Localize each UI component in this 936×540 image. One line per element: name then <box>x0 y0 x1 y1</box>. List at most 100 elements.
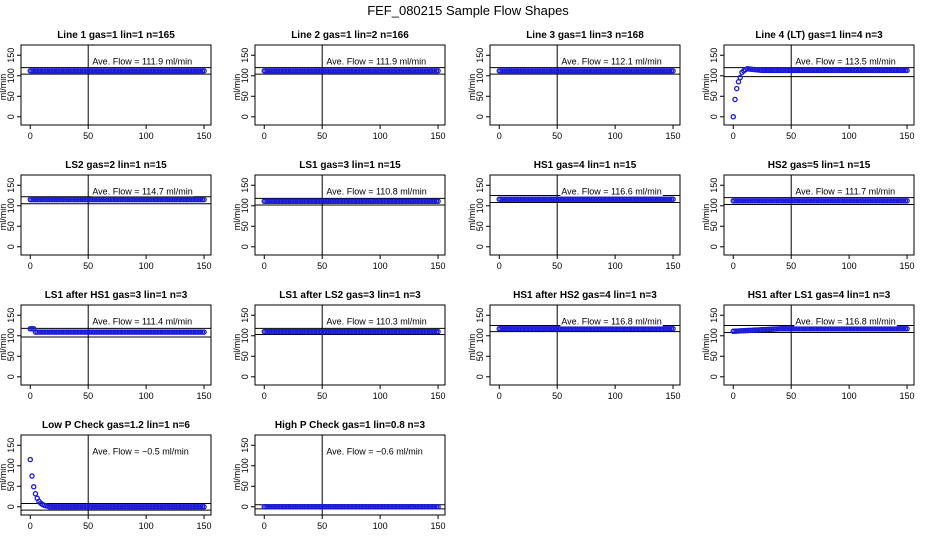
panel-title: Line 4 (LT) gas=1 lin=4 n=3 <box>755 30 883 41</box>
x-tick-label: 150 <box>900 131 915 141</box>
annotation-bg <box>325 185 428 197</box>
plot-frame <box>254 434 446 516</box>
y-tick-label: 0 <box>709 244 719 249</box>
y-tick-label: 0 <box>240 374 250 379</box>
avg-flow-annotation: Ave. Flow = 112.1 ml/min <box>561 56 661 66</box>
data-point <box>733 85 740 92</box>
y-tick-label: 100 <box>709 328 719 343</box>
x-tick-label: 50 <box>83 131 93 141</box>
y-tick-label: 50 <box>475 351 485 361</box>
x-tick-label: 100 <box>139 131 154 141</box>
panel-title: High P Check gas=1 lin=0.8 n=3 <box>275 420 426 431</box>
y-tick-label: 50 <box>240 481 250 491</box>
x-tick-label: 100 <box>373 261 388 271</box>
x-tick-label: 50 <box>83 521 93 531</box>
y-tick-label: 0 <box>6 504 16 509</box>
y-axis-label: ml/min <box>0 464 8 491</box>
x-tick-label: 0 <box>28 391 33 401</box>
x-tick-label: 50 <box>83 261 93 271</box>
plot-frame <box>20 434 212 516</box>
x-tick-label: 100 <box>139 521 154 531</box>
avg-flow-annotation: Ave. Flow = 116.8 ml/min <box>795 316 895 326</box>
x-tick-label: 150 <box>197 261 212 271</box>
y-tick-label: 150 <box>240 178 250 193</box>
y-tick-label: 0 <box>6 244 16 249</box>
y-tick-label: 150 <box>6 438 16 453</box>
y-tick-label: 150 <box>709 308 719 323</box>
avg-flow-annotation: Ave. Flow = −0.5 ml/min <box>92 446 188 456</box>
y-tick-label: 150 <box>475 48 485 63</box>
x-tick-label: 100 <box>608 391 623 401</box>
page-title: FEF_080215 Sample Flow Shapes <box>367 3 569 18</box>
x-tick-label: 50 <box>317 521 327 531</box>
x-tick-label: 100 <box>139 261 154 271</box>
data-point <box>30 484 37 490</box>
y-axis-label: ml/min <box>232 464 242 491</box>
data-point <box>201 504 207 510</box>
y-tick-label: 100 <box>475 198 485 213</box>
x-tick-label: 0 <box>262 521 267 531</box>
y-axis-label: ml/min <box>467 204 477 231</box>
plot-frame <box>254 174 446 256</box>
panel-title: HS1 gas=4 lin=1 n=15 <box>534 160 637 171</box>
y-tick-label: 50 <box>709 91 719 101</box>
x-tick-label: 50 <box>552 391 562 401</box>
panel-title: LS1 gas=3 lin=1 n=15 <box>299 160 401 171</box>
y-tick-label: 0 <box>709 114 719 119</box>
annotation-bg <box>325 55 428 67</box>
data-point <box>670 196 676 202</box>
x-tick-label: 0 <box>731 261 736 271</box>
x-tick-label: 150 <box>197 391 212 401</box>
data-point <box>737 74 743 81</box>
x-tick-label: 150 <box>431 521 446 531</box>
panel-title: HS1 after LS1 gas=4 lin=1 n=3 <box>748 290 891 301</box>
x-tick-label: 0 <box>497 261 502 271</box>
x-tick-label: 0 <box>497 131 502 141</box>
data-point <box>904 198 910 204</box>
plot-frame <box>254 44 446 126</box>
plot-frame <box>489 174 681 256</box>
annotation-bg <box>91 445 190 457</box>
annotation-bg <box>560 315 663 327</box>
y-axis-label: ml/min <box>232 204 242 231</box>
annotation-bg <box>560 55 663 67</box>
data-point <box>29 473 35 479</box>
avg-flow-annotation: Ave. Flow = 113.5 ml/min <box>795 56 895 66</box>
data-point <box>735 79 742 85</box>
y-tick-label: 50 <box>6 481 16 491</box>
x-tick-label: 150 <box>197 131 212 141</box>
data-point <box>435 504 441 510</box>
plot-frame <box>20 304 212 386</box>
y-axis-label: ml/min <box>232 74 242 101</box>
x-tick-label: 0 <box>731 131 736 141</box>
panel-title: LS2 gas=2 lin=1 n=15 <box>65 160 167 171</box>
x-tick-label: 0 <box>262 131 267 141</box>
data-point <box>435 68 441 74</box>
y-tick-label: 150 <box>240 438 250 453</box>
chart-panel-1: Line 1 gas=1 lin=1 n=165 0 50 100 150 0 50 100 1… <box>0 30 212 141</box>
chart-panel-13: Low P Check gas=1.2 lin=1 n=6 0 50 100 150 0 5… <box>0 420 212 531</box>
panel-title: HS1 after HS2 gas=4 lin=1 n=3 <box>513 290 657 301</box>
y-tick-label: 100 <box>240 198 250 213</box>
y-tick-label: 150 <box>6 308 16 323</box>
y-tick-label: 150 <box>475 308 485 323</box>
y-tick-label: 50 <box>240 221 250 231</box>
chart-panel-5: LS2 gas=2 lin=1 n=15 0 50 100 150 0 50 100 150 ml… <box>0 160 212 271</box>
y-tick-label: 100 <box>6 68 16 83</box>
panel-title: HS2 gas=5 lin=1 n=15 <box>768 160 871 171</box>
x-tick-label: 50 <box>317 261 327 271</box>
x-tick-label: 0 <box>28 131 33 141</box>
panel-title: Line 3 gas=1 lin=3 n=168 <box>526 30 644 41</box>
y-axis-label: ml/min <box>232 334 242 361</box>
chart-panel-8: HS2 gas=5 lin=1 n=15 0 50 100 150 0 50 100 150 ml… <box>701 160 915 271</box>
y-tick-label: 150 <box>240 308 250 323</box>
x-tick-label: 150 <box>666 261 681 271</box>
annotation-bg <box>91 55 194 67</box>
x-tick-label: 100 <box>608 261 623 271</box>
x-tick-label: 100 <box>373 391 388 401</box>
annotation-bg <box>794 185 897 197</box>
x-tick-label: 50 <box>786 131 796 141</box>
y-axis-label: ml/min <box>701 74 711 101</box>
avg-flow-annotation: Ave. Flow = −0.6 ml/min <box>326 446 422 456</box>
